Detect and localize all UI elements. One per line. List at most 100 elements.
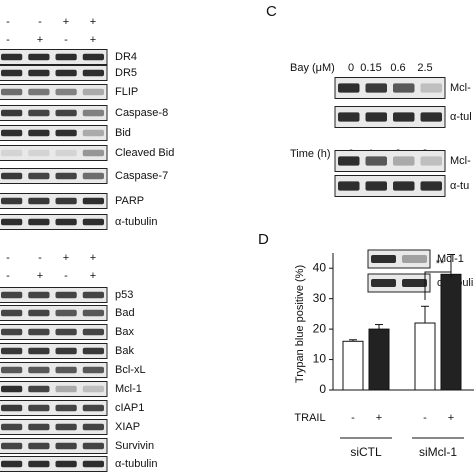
blot-band [1,129,23,137]
blot-band [55,309,77,317]
blot-band [1,328,23,336]
blot-band [28,291,50,299]
blot-band [371,255,396,263]
y-tick-label: 40 [313,260,327,274]
blot-band [338,83,360,93]
blot-band [55,404,77,412]
blot-band [28,366,50,374]
condition-level: 0.15 [360,62,381,74]
blot-label: Mcl- [450,82,471,94]
treatment-sign: + [448,412,454,424]
blot-band [55,385,77,393]
blot-strip [0,84,108,100]
blot-band [28,129,50,137]
blot-band [82,442,104,450]
blot-label: DR5 [115,67,137,79]
y-tick-label: 30 [313,291,327,305]
blot-label: Caspase-8 [115,107,168,119]
treatment-sign: - [38,16,42,28]
treatment-sign: - [38,252,42,264]
treatment-sign: + [37,34,43,46]
blot-strip [0,381,108,397]
blot-band [402,279,427,287]
blot-band [365,112,387,122]
blot-band [55,197,77,205]
blot-band [28,172,50,180]
bar [414,322,436,391]
treatment-sign: - [6,16,10,28]
blot-band [28,53,50,61]
treatment-sign: + [63,16,69,28]
blot-strip [0,456,108,472]
blot-label: Bad [115,307,135,319]
blot-band [420,112,442,122]
x-axis-label: TRAIL [294,412,325,424]
blot-label: XIAP [115,421,140,433]
blot-band [55,88,77,96]
treatment-sign: - [351,412,355,424]
blot-band [55,423,77,431]
blot-label: Bid [115,127,131,139]
blot-band [55,149,77,157]
blot-band [371,279,396,287]
blot-band [28,88,50,96]
blot-strip [0,362,108,378]
blot-band [1,366,23,374]
blot-band [82,218,104,226]
blot-strip [0,145,108,161]
condition-level: 0.6 [390,62,405,74]
blot-band [28,69,50,77]
blot-band [55,109,77,117]
blot-strip [0,65,108,81]
blot-band [28,109,50,117]
blot-strip [0,400,108,416]
treatment-sign: + [90,16,96,28]
blot-band [1,53,23,61]
treatment-sign: + [90,252,96,264]
condition-level: 0 [348,62,354,74]
blot-label: α-tubulin [115,216,157,228]
blot-strip [334,150,446,172]
blot-strip [0,419,108,435]
blot-label: DR4 [115,51,137,63]
treatment-sign: - [6,270,10,282]
treatment-sign: + [90,270,96,282]
blot-band [55,347,77,355]
blot-band [28,218,50,226]
treatment-sign: - [423,412,427,424]
blot-label: α-tubulin [115,458,157,470]
blot-band [82,88,104,96]
blot-band [82,69,104,77]
blot-band [28,328,50,336]
significance-bracket [424,271,452,300]
blot-band [55,218,77,226]
y-tick-label: 10 [313,352,327,366]
bar [440,273,462,391]
blot-strip [0,438,108,454]
blot-band [82,385,104,393]
condition-level: 2.5 [417,62,432,74]
blot-band [1,423,23,431]
blot-label: Survivin [115,440,154,452]
blot-band [28,197,50,205]
blot-band [28,309,50,317]
blot-band [55,291,77,299]
blot-band [28,423,50,431]
x-tick-label: siMcl-1 [419,445,457,459]
blot-strip [0,343,108,359]
blot-band [55,129,77,137]
blot-band [420,181,442,191]
blot-band [338,112,360,122]
blot-label: cIAP1 [115,402,144,414]
blot-band [365,156,387,166]
blot-band [82,197,104,205]
blot-label: Bax [115,326,134,338]
blot-label: Caspase-7 [115,170,168,182]
y-axis-label: Trypan blue positive (%) [294,265,306,383]
significance: ** [436,258,445,270]
blot-band [55,366,77,374]
treatment-sign: + [376,412,382,424]
blot-label: Cleaved Bid [115,147,174,159]
blot-band [28,460,50,468]
blot-band [1,88,23,96]
